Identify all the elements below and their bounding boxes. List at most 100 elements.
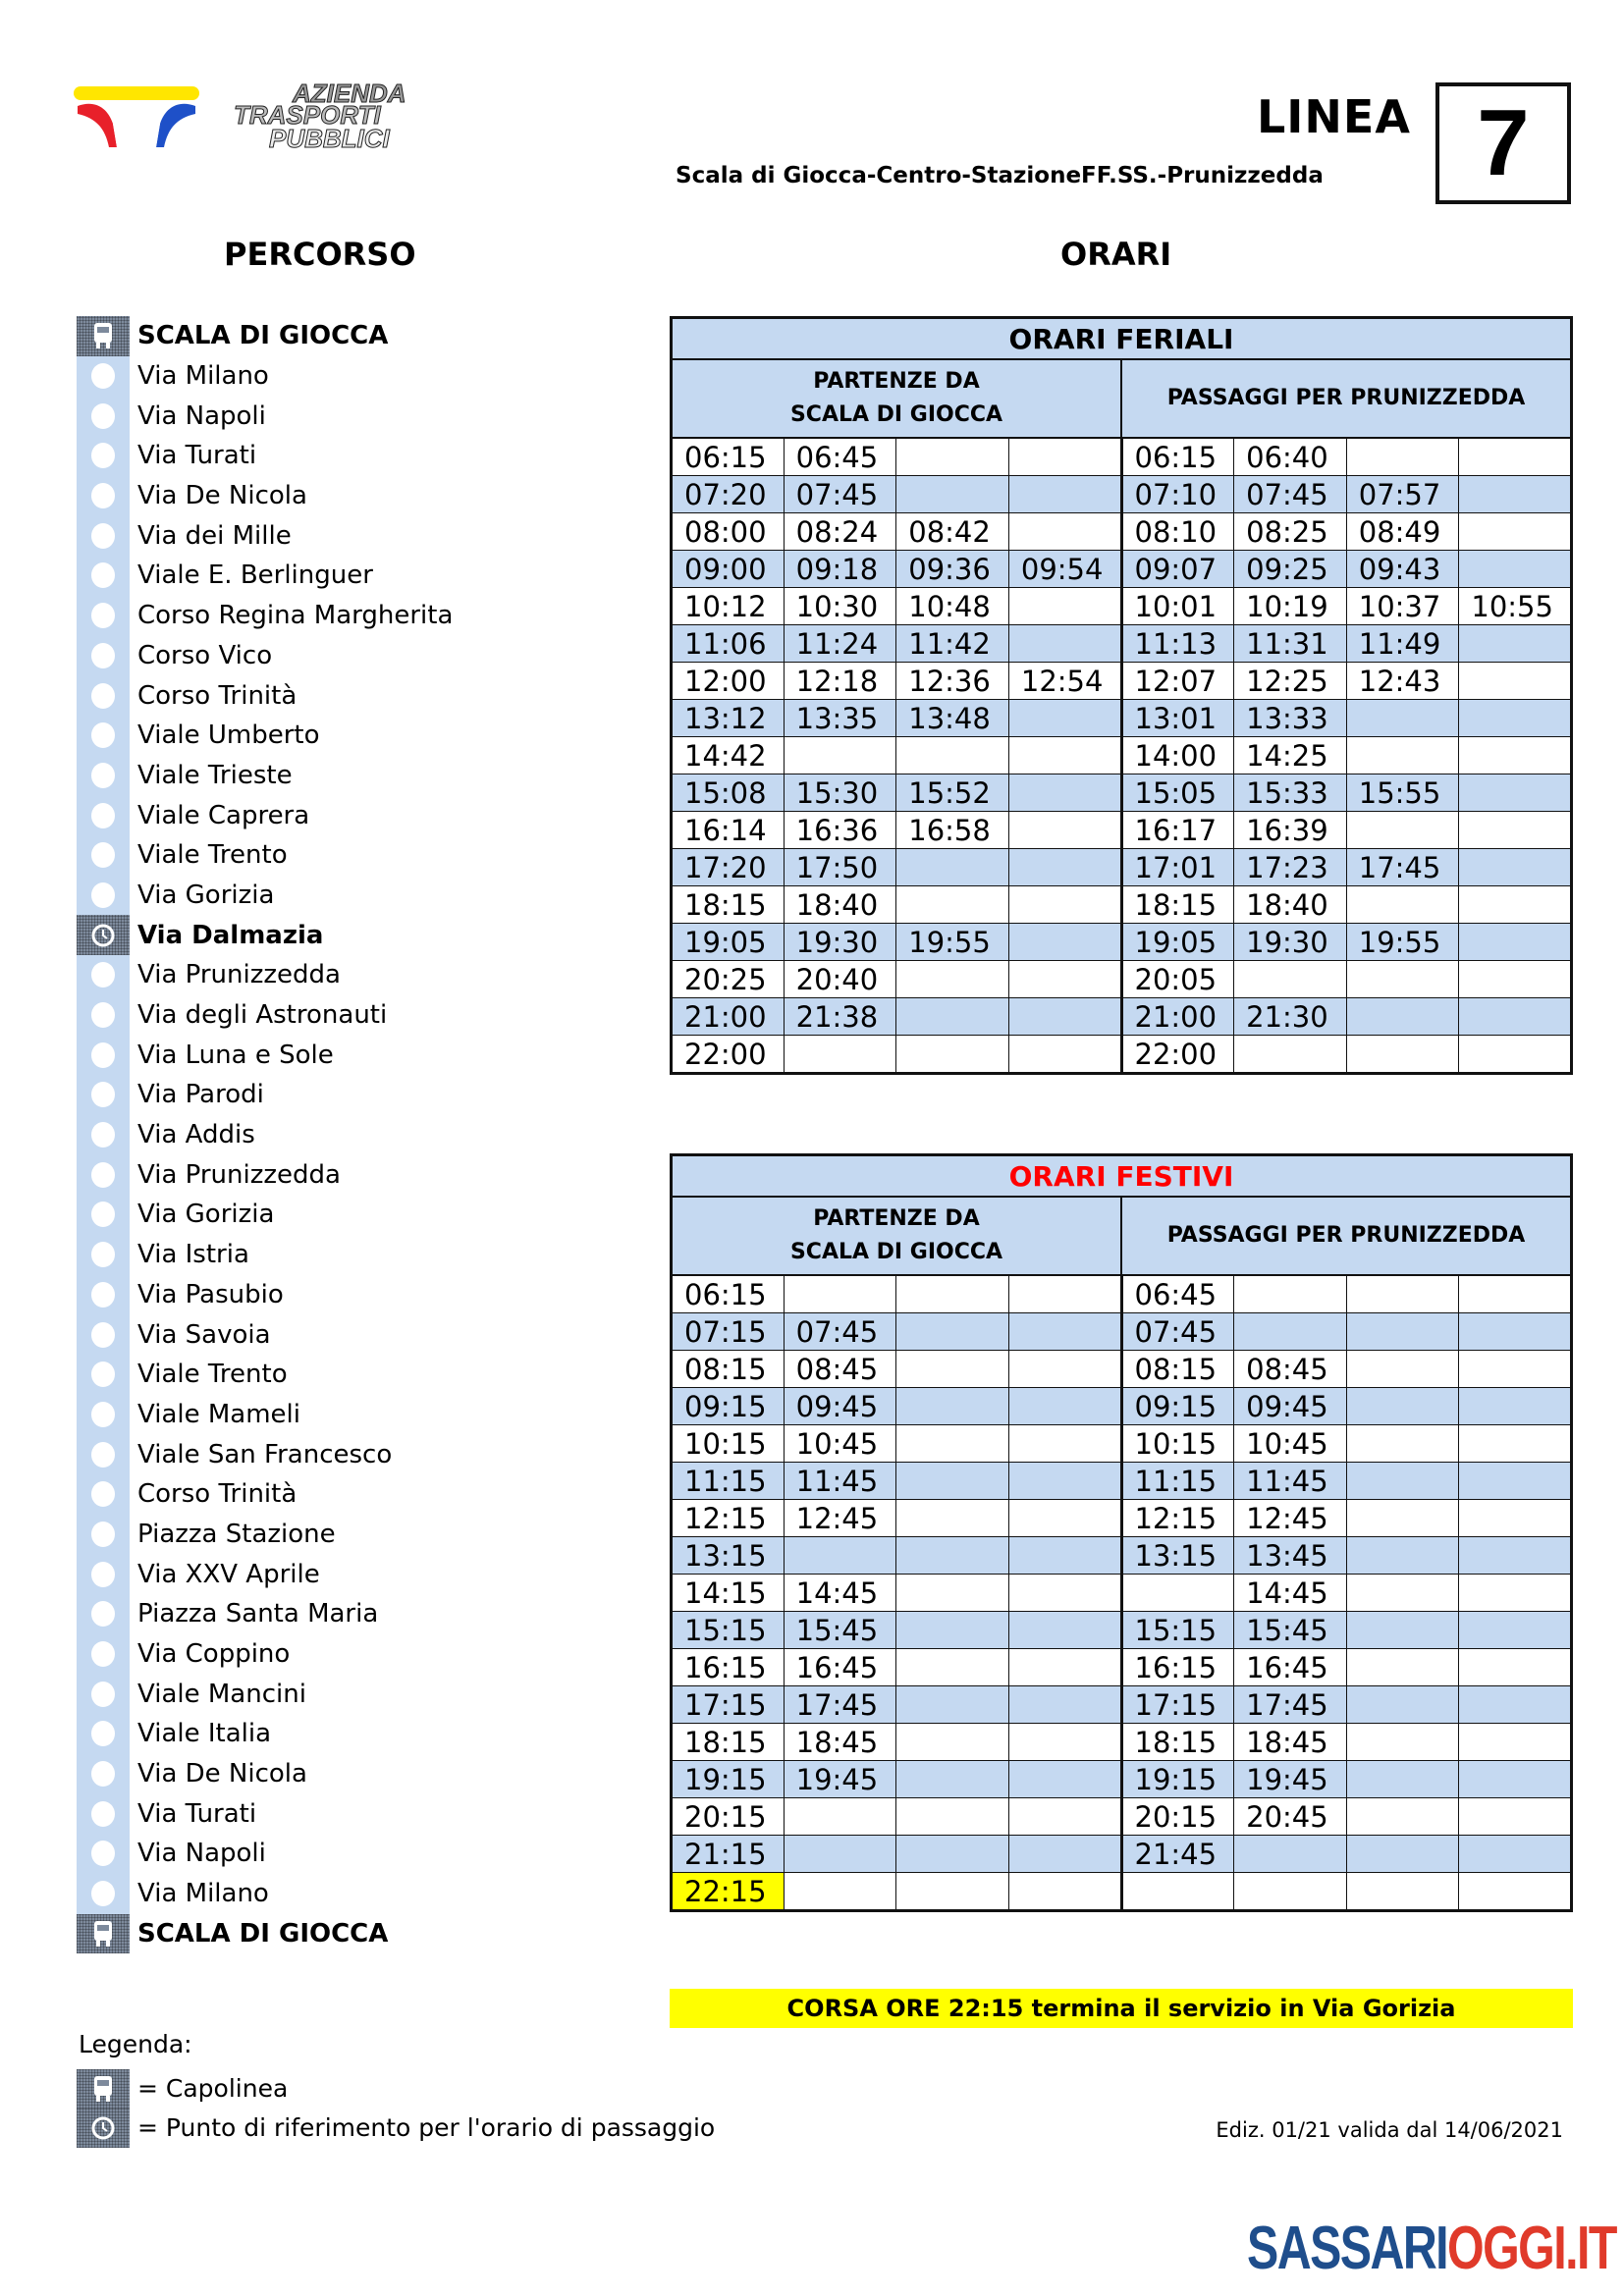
time-cell [1345, 1648, 1460, 1686]
stop-name: Via XXV Aprile [137, 1559, 320, 1589]
time-cell: 18:15 [671, 885, 785, 924]
time-cell: 09:18 [783, 550, 897, 588]
time-cell [1345, 736, 1460, 774]
route-stop: Viale San Francesco [77, 1434, 587, 1474]
time-cell [1458, 662, 1572, 700]
time-cell: 07:15 [671, 1312, 785, 1351]
time-cell: 07:45 [1120, 1312, 1235, 1351]
time-cell [1458, 1499, 1572, 1537]
time-cell: 17:15 [671, 1685, 785, 1724]
stop-circle-icon [77, 1514, 130, 1555]
svg-text:AZIENDA: AZIENDA [292, 79, 406, 108]
stop-circle-icon [77, 595, 130, 636]
bus-icon [77, 1913, 130, 1954]
time-cell: 06:45 [1120, 1274, 1235, 1313]
time-cell: 18:15 [1120, 885, 1235, 924]
orari-festivi-table: ORARI FESTIVI PARTENZE DA SCALA DI GIOCCA… [670, 1153, 1573, 1912]
stop-circle-icon [77, 955, 130, 995]
time-cell [1345, 1685, 1460, 1724]
time-cell [895, 1685, 1009, 1724]
table-row: 12:15 12:45 12:15 12:45 [671, 1499, 1572, 1537]
time-cell: 12:54 [1007, 662, 1123, 700]
time-cell [1233, 1872, 1347, 1911]
table-row: 20:15 20:15 20:45 [671, 1797, 1572, 1836]
time-cell: 08:49 [1345, 512, 1460, 551]
table-row: 21:15 21:45 [671, 1835, 1572, 1873]
table-row: 19:15 19:45 19:15 19:45 [671, 1760, 1572, 1798]
time-cell: 16:36 [783, 811, 897, 849]
time-cell [1458, 960, 1572, 998]
time-cell [1458, 1685, 1572, 1724]
stop-circle-icon [77, 396, 130, 437]
stop-circle-icon [77, 1114, 130, 1155]
stop-name: Via Addis [137, 1120, 255, 1150]
time-cell [1458, 1274, 1572, 1313]
stop-circle-icon [77, 436, 130, 476]
time-cell [1458, 1350, 1572, 1388]
time-cell [1345, 1760, 1460, 1798]
stop-circle-icon [77, 1195, 130, 1235]
time-cell: 15:30 [783, 774, 897, 812]
stop-circle-icon [77, 994, 130, 1036]
stop-name: Viale Trieste [137, 760, 293, 790]
time-cell: 08:00 [671, 512, 785, 551]
time-cell: 14:45 [1233, 1574, 1347, 1612]
time-cell [895, 475, 1009, 513]
table-row: 19:05 19:30 19:55 19:05 19:30 19:55 [671, 923, 1572, 961]
table-row: 18:15 18:45 18:15 18:45 [671, 1723, 1572, 1761]
time-cell: 21:30 [1233, 997, 1347, 1036]
route-stop: Via Coppino [77, 1633, 587, 1675]
table-row: 08:15 08:45 08:15 08:45 [671, 1350, 1572, 1388]
time-cell [1120, 1574, 1235, 1612]
route-stop: Viale Mameli [77, 1394, 587, 1435]
time-cell [895, 1462, 1009, 1500]
stop-circle-icon [77, 515, 130, 557]
time-cell [895, 1574, 1009, 1612]
time-cell: 10:30 [783, 587, 897, 625]
legend-capolinea: = Capolinea [137, 2074, 289, 2103]
time-cell [1007, 1797, 1123, 1836]
stop-name: Piazza Santa Maria [137, 1599, 379, 1629]
time-cell [1007, 774, 1123, 812]
time-cell: 15:05 [1120, 774, 1235, 812]
col-header-partenze: PARTENZE DA SCALA DI GIOCCA [670, 358, 1122, 439]
time-cell: 08:45 [783, 1350, 897, 1388]
time-cell: 22:15 [671, 1872, 785, 1911]
time-cell: 16:17 [1120, 811, 1235, 849]
stop-circle-icon [77, 1473, 130, 1515]
time-cell [783, 1835, 897, 1873]
stop-circle-icon [77, 1633, 130, 1675]
time-cell: 21:38 [783, 997, 897, 1036]
time-cell [783, 736, 897, 774]
time-cell: 17:50 [783, 848, 897, 886]
time-cell [895, 1611, 1009, 1649]
stop-circle-icon [77, 635, 130, 676]
time-cell: 19:45 [783, 1760, 897, 1798]
route-stop: Viale Umberto [77, 715, 587, 756]
stop-circle-icon [77, 795, 130, 835]
time-cell: 22:00 [671, 1035, 785, 1074]
time-cell [1345, 1462, 1460, 1500]
stop-name: Viale San Francesco [137, 1439, 393, 1469]
stop-circle-icon [77, 1793, 130, 1835]
time-cell: 08:10 [1120, 512, 1235, 551]
time-cell [1007, 1685, 1123, 1724]
bus-icon [77, 2069, 130, 2109]
time-cell: 18:45 [783, 1723, 897, 1761]
time-cell [895, 1536, 1009, 1575]
time-cell: 07:57 [1345, 475, 1460, 513]
table-row: 16:14 16:36 16:58 16:17 16:39 [671, 811, 1572, 849]
time-cell: 12:43 [1345, 662, 1460, 700]
time-cell [1458, 774, 1572, 812]
stop-circle-icon [77, 1274, 130, 1315]
time-cell: 09:36 [895, 550, 1009, 588]
time-cell [783, 1797, 897, 1836]
time-cell: 14:15 [671, 1574, 785, 1612]
route-stop: Viale Mancini [77, 1674, 587, 1715]
time-cell [895, 1274, 1009, 1313]
stop-circle-icon [77, 715, 130, 756]
route-stop: Via Parodi [77, 1075, 587, 1115]
time-cell: 18:45 [1233, 1723, 1347, 1761]
time-cell: 13:45 [1233, 1536, 1347, 1575]
time-cell [895, 437, 1009, 476]
